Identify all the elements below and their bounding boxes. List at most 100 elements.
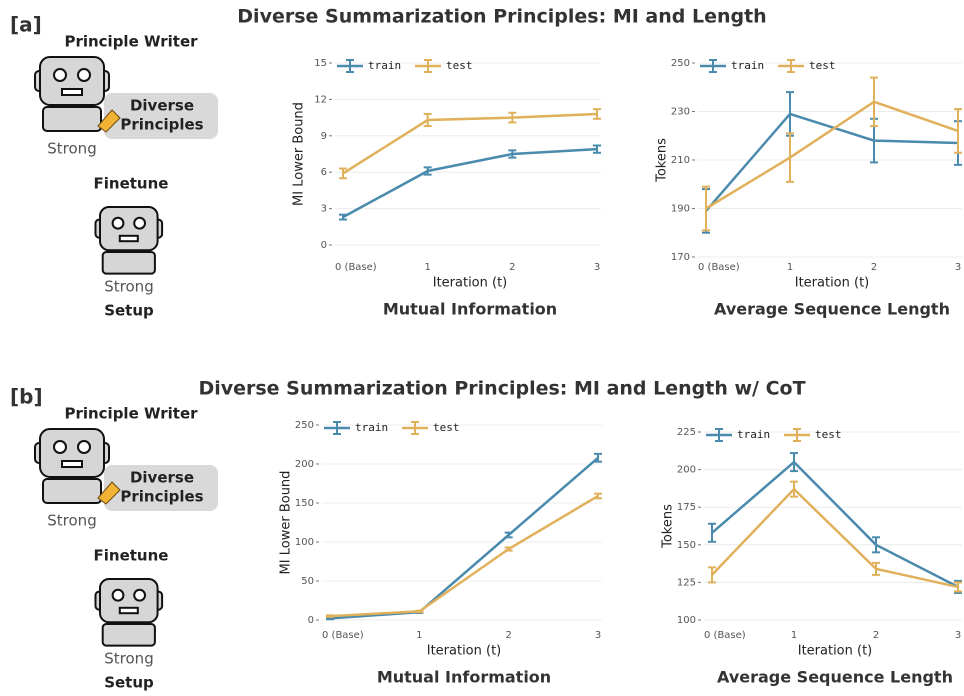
error-bar: [790, 452, 798, 473]
y-tick-label: 250: [671, 58, 690, 69]
x-tick-label: 3: [955, 630, 961, 641]
x-tick-label: 3: [955, 262, 961, 273]
robot-eye: [53, 440, 67, 454]
legend-label: test: [433, 421, 460, 434]
robot-head: [99, 578, 159, 624]
panel: [b] Diverse Summarization Principles: MI …: [10, 378, 806, 692]
writer-strength: Strong: [47, 512, 96, 530]
error-bar: [702, 185, 710, 232]
error-bar: [415, 609, 424, 614]
robot-eye: [53, 68, 67, 82]
legend-label: train: [737, 428, 770, 441]
y-tick-label: 200: [677, 465, 696, 476]
panel-label: [b]: [10, 385, 43, 409]
y-tick-label: 125: [677, 577, 696, 588]
x-tick-label: 0 (Base): [704, 630, 746, 641]
error-bar: [423, 112, 432, 128]
error-bar: [708, 522, 716, 543]
x-axis-label: Iteration (t): [427, 644, 502, 659]
line: [705, 112, 959, 212]
error-bar: [508, 149, 517, 159]
error-bar: [870, 76, 878, 128]
error-bar: [790, 480, 798, 498]
chart-title: Mutual Information: [377, 668, 551, 687]
robot-mouth: [61, 88, 83, 96]
y-tick-label: 9: [321, 131, 327, 142]
panel-title: Diverse Summarization Principles: MI and…: [198, 378, 805, 400]
robot-eye: [133, 588, 147, 602]
error-bar: [594, 452, 602, 463]
x-axis-label: Iteration (t): [795, 276, 870, 291]
x-tick-label: 0 (Base): [698, 262, 740, 273]
error-bar: [326, 614, 334, 618]
chart-title: Average Sequence Length: [714, 300, 950, 319]
line: [711, 460, 959, 589]
x-tick-label: 2: [871, 262, 877, 273]
line: [342, 147, 598, 219]
x-tick-label: 1: [424, 262, 430, 273]
bubble: [104, 93, 218, 139]
error-bar: [954, 581, 962, 593]
y-tick-label: 0: [308, 615, 314, 626]
bubble-text: Diverse: [130, 97, 194, 115]
robot-eye: [77, 440, 91, 454]
x-tick-label: 1: [791, 630, 797, 641]
x-tick-label: 2: [505, 630, 511, 641]
x-tick-label: 2: [873, 630, 879, 641]
y-axis-label: MI Lower Bound: [292, 102, 307, 206]
error-bar: [339, 213, 347, 221]
finetune-label: Finetune: [94, 175, 169, 193]
panel-title: Diverse Summarization Principles: MI and…: [237, 6, 766, 28]
robot-head: [99, 206, 159, 252]
bubble: [104, 465, 218, 511]
robot-mouth: [118, 606, 139, 615]
x-tick-label: 0 (Base): [335, 262, 377, 273]
legend-label: test: [446, 59, 473, 72]
error-bar: [872, 561, 880, 576]
line: [711, 487, 959, 589]
error-bar: [954, 108, 962, 154]
y-tick-label: 175: [677, 502, 696, 513]
robot-eye: [111, 588, 125, 602]
line: [329, 456, 599, 620]
robot-eye: [77, 68, 91, 82]
y-tick-label: 100: [295, 537, 314, 548]
x-tick-label: 0 (Base): [322, 630, 364, 641]
x-tick-label: 3: [594, 262, 600, 273]
line: [342, 112, 598, 175]
y-axis-label: MI Lower Bound: [279, 471, 294, 575]
y-tick-label: 210: [671, 155, 690, 166]
robot-eye: [133, 216, 147, 230]
y-axis-label: Tokens: [661, 504, 676, 549]
pencil: [97, 481, 121, 505]
y-tick-label: 12: [314, 94, 327, 105]
chart-title: Mutual Information: [383, 300, 557, 319]
finetune-label: Finetune: [94, 547, 169, 565]
bubble-text: Diverse: [130, 469, 194, 487]
error-bar: [504, 546, 513, 552]
y-tick-label: 150: [677, 540, 696, 551]
setup-caption: Setup: [104, 674, 154, 692]
finetune-strength: Strong: [104, 650, 153, 668]
y-tick-label: 150: [295, 498, 314, 509]
robot-mouth: [118, 234, 139, 243]
error-bar: [504, 531, 513, 539]
error-bar: [508, 111, 517, 124]
error-bar: [594, 492, 602, 500]
setup-caption: Setup: [104, 302, 154, 320]
line: [705, 100, 959, 210]
y-axis-label: Tokens: [655, 138, 670, 183]
y-tick-label: 6: [321, 167, 327, 178]
robot-head: [39, 56, 105, 106]
x-tick-label: 1: [416, 630, 422, 641]
y-tick-label: 0: [321, 240, 327, 251]
y-tick-label: 250: [295, 420, 314, 431]
robot-body: [101, 251, 156, 275]
writer-strength: Strong: [47, 140, 96, 158]
legend-label: test: [809, 59, 836, 72]
robot-eye: [111, 216, 125, 230]
y-tick-label: 50: [301, 576, 314, 587]
y-tick-label: 170: [671, 252, 690, 263]
line: [329, 494, 599, 618]
